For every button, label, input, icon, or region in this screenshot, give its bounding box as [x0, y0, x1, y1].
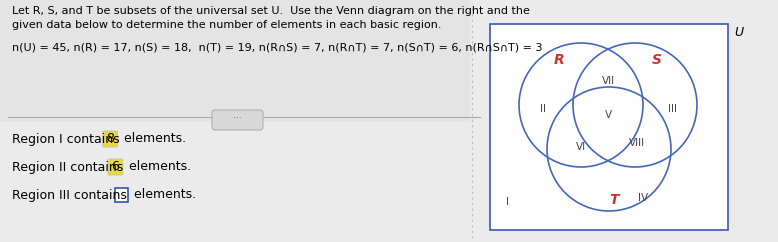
Text: VIII: VIII: [629, 138, 645, 148]
Text: III: III: [668, 104, 678, 114]
FancyBboxPatch shape: [108, 159, 123, 175]
Text: 6: 6: [111, 160, 119, 174]
Text: Region II contains: Region II contains: [12, 160, 128, 174]
Text: R: R: [554, 53, 564, 67]
Text: ···: ···: [233, 114, 241, 123]
Text: 8: 8: [107, 133, 114, 145]
Text: S: S: [652, 53, 662, 67]
Bar: [115, 188, 128, 202]
Text: V: V: [605, 110, 612, 120]
FancyBboxPatch shape: [103, 131, 117, 147]
Text: elements.: elements.: [120, 133, 186, 145]
Text: VII: VII: [601, 76, 615, 86]
Text: n(U) = 45, n(R) = 17, n(S) = 18,  n(T) = 19, n(R∩S) = 7, n(R∩T) = 7, n(S∩T) = 6,: n(U) = 45, n(R) = 17, n(S) = 18, n(T) = …: [12, 42, 542, 52]
Text: Let R, S, and T be subsets of the universal set U.  Use the Venn diagram on the : Let R, S, and T be subsets of the univer…: [12, 6, 530, 16]
Text: given data below to determine the number of elements in each basic region.: given data below to determine the number…: [12, 20, 441, 30]
Text: elements.: elements.: [124, 160, 191, 174]
Text: I: I: [506, 197, 510, 207]
Text: T: T: [609, 193, 619, 207]
Text: elements.: elements.: [130, 189, 196, 202]
Text: II: II: [540, 104, 546, 114]
Bar: [490, 24, 728, 230]
Text: Region III contains: Region III contains: [12, 189, 131, 202]
Text: VI: VI: [576, 142, 586, 152]
Text: IV: IV: [638, 193, 648, 203]
Text: Region I contains: Region I contains: [12, 133, 124, 145]
Bar: [0, 0, 470, 122]
Text: U: U: [734, 26, 743, 39]
FancyBboxPatch shape: [212, 110, 263, 130]
